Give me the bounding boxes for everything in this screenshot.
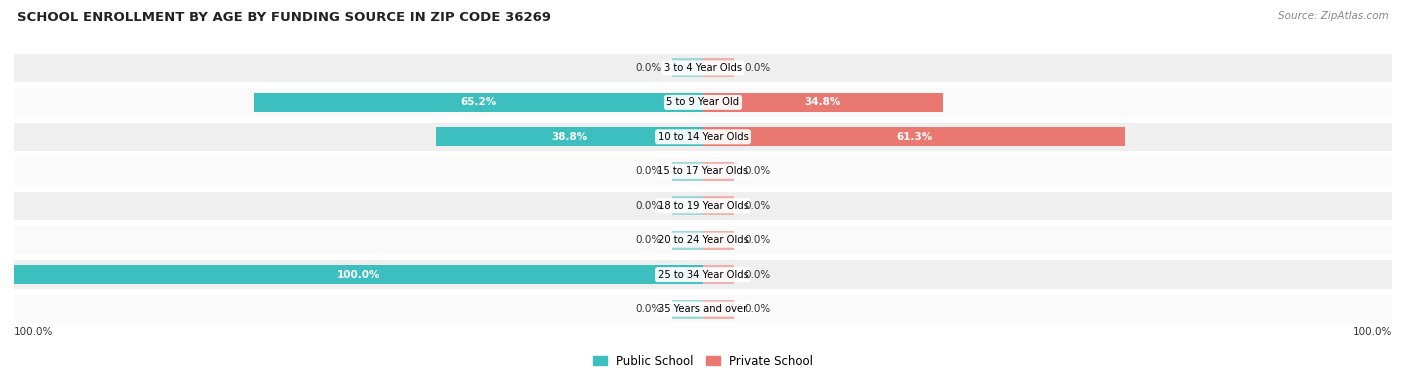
Text: 0.0%: 0.0%	[636, 63, 662, 73]
Bar	[436, 127, 703, 146]
Text: 61.3%: 61.3%	[896, 132, 932, 142]
Bar	[703, 162, 734, 181]
Text: 0.0%: 0.0%	[744, 63, 770, 73]
Bar	[672, 58, 703, 77]
Legend: Public School, Private School: Public School, Private School	[588, 350, 818, 372]
Bar	[14, 192, 1392, 220]
Bar	[14, 295, 1392, 323]
Bar	[703, 300, 734, 319]
Text: 0.0%: 0.0%	[744, 201, 770, 211]
Bar	[703, 265, 734, 284]
Text: 65.2%: 65.2%	[460, 97, 496, 107]
Bar	[14, 261, 1392, 289]
Bar	[703, 231, 734, 250]
Bar	[703, 58, 734, 77]
Text: 25 to 34 Year Olds: 25 to 34 Year Olds	[658, 270, 748, 280]
Text: 0.0%: 0.0%	[744, 304, 770, 314]
Text: 0.0%: 0.0%	[636, 304, 662, 314]
Bar	[703, 127, 1125, 146]
Bar	[14, 157, 1392, 185]
Bar	[254, 93, 703, 112]
Text: 100.0%: 100.0%	[14, 327, 53, 337]
Bar	[672, 196, 703, 215]
Text: 0.0%: 0.0%	[636, 166, 662, 176]
Text: 35 Years and over: 35 Years and over	[658, 304, 748, 314]
Text: 0.0%: 0.0%	[636, 201, 662, 211]
Text: 18 to 19 Year Olds: 18 to 19 Year Olds	[658, 201, 748, 211]
Text: SCHOOL ENROLLMENT BY AGE BY FUNDING SOURCE IN ZIP CODE 36269: SCHOOL ENROLLMENT BY AGE BY FUNDING SOUR…	[17, 11, 551, 24]
Text: 34.8%: 34.8%	[804, 97, 841, 107]
Text: 0.0%: 0.0%	[744, 270, 770, 280]
Text: 0.0%: 0.0%	[744, 235, 770, 245]
Text: 0.0%: 0.0%	[636, 235, 662, 245]
Text: 10 to 14 Year Olds: 10 to 14 Year Olds	[658, 132, 748, 142]
Text: 15 to 17 Year Olds: 15 to 17 Year Olds	[658, 166, 748, 176]
Bar	[703, 196, 734, 215]
Bar	[14, 265, 703, 284]
Bar	[672, 231, 703, 250]
Text: Source: ZipAtlas.com: Source: ZipAtlas.com	[1278, 11, 1389, 21]
Text: 100.0%: 100.0%	[1353, 327, 1392, 337]
Text: 3 to 4 Year Olds: 3 to 4 Year Olds	[664, 63, 742, 73]
Bar	[14, 123, 1392, 151]
Text: 100.0%: 100.0%	[337, 270, 380, 280]
Bar	[672, 162, 703, 181]
Text: 5 to 9 Year Old: 5 to 9 Year Old	[666, 97, 740, 107]
Bar	[672, 300, 703, 319]
Bar	[14, 226, 1392, 254]
Text: 0.0%: 0.0%	[744, 166, 770, 176]
Text: 38.8%: 38.8%	[551, 132, 588, 142]
Bar	[703, 93, 943, 112]
Text: 20 to 24 Year Olds: 20 to 24 Year Olds	[658, 235, 748, 245]
Bar	[14, 54, 1392, 82]
Bar	[14, 88, 1392, 116]
